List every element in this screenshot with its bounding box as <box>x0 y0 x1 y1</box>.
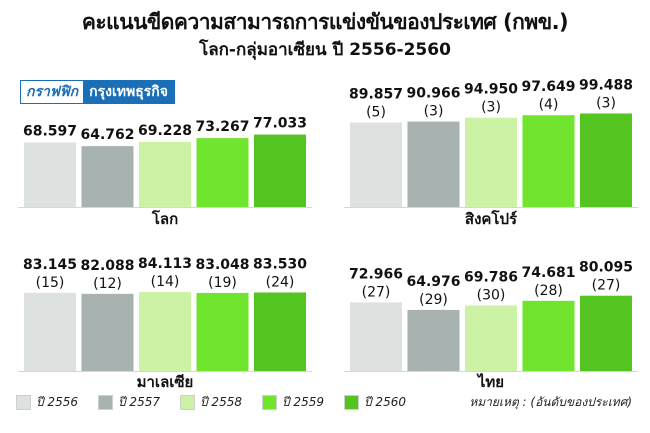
rank-label-2-4: (24) <box>266 274 295 290</box>
bar-0-0 <box>24 142 76 207</box>
panel-2: 83.145 (15) 82.088 (12) 84.113 (14) 83.048 (19)… <box>18 256 312 391</box>
rank-label-1-4: (3) <box>596 95 616 111</box>
rank-label-2-3: (19) <box>208 275 237 291</box>
bar-3-3 <box>522 300 575 371</box>
legend: ปี 2556 ปี 2557 ปี 2558 ปี 2559 ปี 2560 <box>16 392 636 412</box>
bar-2-3 <box>196 292 249 371</box>
chart-title: คะแนนขีดความสามารถการแข่งขันของประเทศ (ก… <box>81 10 569 34</box>
footnote: หมายเหตุ : (อันดับของประเทศ) <box>469 395 632 409</box>
value-label-0-0: 68.597 <box>23 124 77 140</box>
bar-3-4 <box>580 295 632 371</box>
value-label-1-0: 89.857 <box>349 87 403 103</box>
value-label-3-0: 72.966 <box>349 266 403 282</box>
value-label-1-4: 99.488 <box>579 77 633 93</box>
legend-label-2559: ปี 2559 <box>282 394 324 409</box>
value-label-2-2: 84.113 <box>138 256 192 272</box>
rank-label-2-1: (12) <box>93 276 122 292</box>
value-label-3-3: 74.681 <box>521 265 575 281</box>
legend-swatch-2558 <box>180 394 195 410</box>
panel-label-3: ไทย <box>476 372 504 391</box>
legend-label-2558: ปี 2558 <box>200 394 242 409</box>
rank-label-2-2: (14) <box>151 274 180 290</box>
panel-3: 72.966 (27) 64.976 (29) 69.786 (30) 74.681 (28)… <box>344 260 638 391</box>
panel-label-1: สิงคโปร์ <box>465 209 518 228</box>
value-label-3-1: 64.976 <box>406 274 460 290</box>
brand-logo: กราฟฟิก กรุงเทพธุรกิจ <box>20 80 175 104</box>
rank-label-3-0: (27) <box>362 284 391 300</box>
value-label-3-4: 80.095 <box>579 260 633 276</box>
rank-label-1-2: (3) <box>481 100 501 116</box>
bar-0-4 <box>254 134 306 207</box>
rank-label-2-0: (15) <box>36 275 65 291</box>
rank-label-1-3: (4) <box>539 97 559 113</box>
legend-label-2560: ปี 2560 <box>364 394 406 409</box>
chart-subtitle: โลก-กลุ่มอาเซียน ปี 2556-2560 <box>199 40 451 60</box>
panel-label-2: มาเลเซีย <box>137 373 194 391</box>
value-label-2-0: 83.145 <box>23 257 77 273</box>
legend-swatch-2559 <box>262 394 277 410</box>
rank-label-1-0: (5) <box>366 105 386 121</box>
value-label-3-2: 69.786 <box>464 269 518 285</box>
legend-label-2557: ปี 2557 <box>118 394 160 409</box>
value-label-0-4: 77.033 <box>253 116 307 132</box>
value-label-1-3: 97.649 <box>521 79 575 95</box>
legend-item-2560: ปี 2560 <box>344 392 406 412</box>
bar-3-2 <box>465 305 517 371</box>
value-label-0-2: 69.228 <box>138 123 192 139</box>
bar-2-1 <box>81 293 134 371</box>
panel-label-0: โลก <box>151 209 178 228</box>
bar-0-3 <box>196 138 249 207</box>
value-label-2-3: 83.048 <box>195 257 249 273</box>
bar-1-4 <box>580 113 632 207</box>
value-label-0-3: 73.267 <box>195 119 249 135</box>
value-label-1-1: 90.966 <box>406 85 460 101</box>
bar-0-2 <box>139 141 191 207</box>
bar-0-1 <box>81 146 134 207</box>
bar-2-4 <box>254 292 306 371</box>
legend-label-2556: ปี 2556 <box>36 394 78 409</box>
value-label-1-2: 94.950 <box>464 82 518 98</box>
rank-label-3-3: (28) <box>534 283 563 299</box>
bar-1-2 <box>465 117 517 207</box>
panel-0: 68.597 64.762 69.228 73.267 77.033 โลก <box>18 116 312 228</box>
bar-1-3 <box>522 115 575 207</box>
bar-2-2 <box>139 291 191 371</box>
legend-swatch-2560 <box>344 394 359 410</box>
value-label-2-1: 82.088 <box>80 258 134 274</box>
rank-label-1-1: (3) <box>424 103 444 119</box>
bar-1-1 <box>407 121 460 207</box>
legend-item-2557: ปี 2557 <box>98 392 160 412</box>
legend-swatch-2557 <box>98 394 113 410</box>
brand-part2: กรุงเทพธุรกิจ <box>83 81 174 103</box>
rank-label-3-2: (30) <box>477 287 506 303</box>
bar-3-0 <box>350 302 402 371</box>
bar-2-0 <box>24 292 76 371</box>
value-label-0-1: 64.762 <box>80 127 134 143</box>
panel-1: 89.857 (5) 90.966 (3) 94.950 (3) 97.649 (4) 99.4… <box>344 77 638 228</box>
rank-label-3-1: (29) <box>419 292 448 308</box>
rank-label-3-4: (27) <box>592 278 621 294</box>
bar-3-1 <box>407 309 460 371</box>
legend-item-2556: ปี 2556 <box>16 392 78 412</box>
value-label-2-4: 83.530 <box>253 256 307 272</box>
legend-swatch-2556 <box>16 394 31 410</box>
legend-item-2559: ปี 2559 <box>262 392 324 412</box>
brand-part1: กราฟฟิก <box>21 81 84 103</box>
bar-1-0 <box>350 122 402 207</box>
legend-item-2558: ปี 2558 <box>180 392 242 412</box>
